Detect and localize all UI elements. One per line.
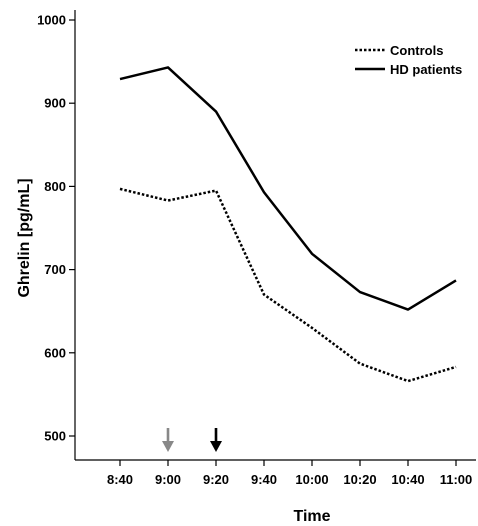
y-tick-label: 500	[44, 429, 66, 444]
x-tick-label: 8:40	[107, 472, 133, 487]
x-tick-label: 10:20	[343, 472, 376, 487]
annotation-layer	[162, 428, 222, 452]
x-tick-label: 9:20	[203, 472, 229, 487]
series-line-controls	[119, 187, 457, 383]
legend-label-hd-patients: HD patients	[390, 62, 462, 77]
x-axis-title: Time	[293, 508, 330, 525]
x-tick-label: 9:40	[251, 472, 277, 487]
y-tick-label: 800	[44, 179, 66, 194]
y-axis-title: Ghrelin [pg/mL]	[16, 178, 33, 297]
series-line-hd-patients	[119, 66, 457, 311]
y-tick-label: 1000	[37, 13, 66, 28]
y-tick-label: 600	[44, 345, 66, 360]
legend-label-controls: Controls	[390, 43, 443, 58]
y-tick-label: 900	[44, 96, 66, 111]
down-arrow-icon	[162, 428, 174, 452]
x-tick-label: 10:40	[391, 472, 424, 487]
x-tick-label: 9:00	[155, 472, 181, 487]
x-axis-ticks: 8:40 9:00 9:20 9:40 10:00 10:20 10:40 11:00	[107, 460, 472, 487]
legend: Controls HD patients	[355, 43, 462, 77]
y-tick-label: 700	[44, 262, 66, 277]
x-tick-label: 11:00	[440, 472, 473, 487]
y-axis-ticks: 500 600 700 800 900 1000	[37, 13, 75, 444]
x-tick-label: 10:00	[295, 472, 328, 487]
down-arrow-icon	[210, 428, 222, 452]
series-layer	[119, 66, 457, 383]
